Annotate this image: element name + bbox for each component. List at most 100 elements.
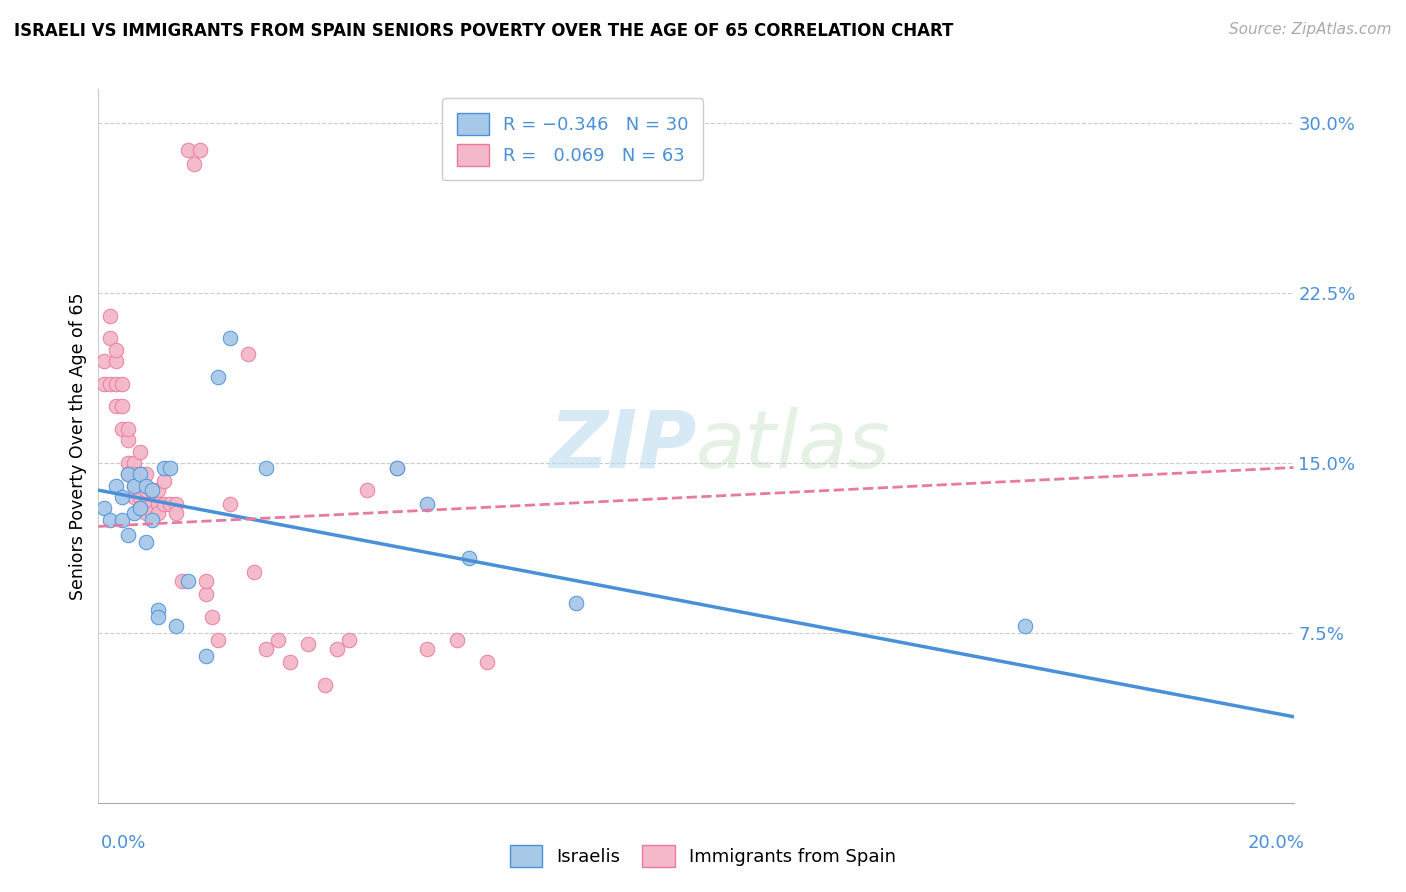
Point bbox=[117, 467, 139, 482]
Point bbox=[124, 478, 146, 492]
Point bbox=[183, 157, 205, 171]
Point bbox=[297, 637, 319, 651]
Point bbox=[148, 483, 170, 498]
Point bbox=[1014, 619, 1036, 633]
Point bbox=[111, 422, 134, 436]
Point bbox=[135, 478, 157, 492]
Point bbox=[111, 400, 134, 414]
Point bbox=[219, 497, 242, 511]
Point bbox=[141, 506, 163, 520]
Text: 20.0%: 20.0% bbox=[1249, 834, 1305, 852]
Point bbox=[165, 506, 187, 520]
Point bbox=[124, 467, 146, 482]
Point bbox=[326, 641, 349, 656]
Point bbox=[194, 587, 218, 601]
Point bbox=[129, 490, 152, 504]
Point bbox=[148, 603, 170, 617]
Point bbox=[124, 456, 146, 470]
Point bbox=[475, 656, 498, 670]
Point bbox=[194, 648, 218, 663]
Point bbox=[124, 490, 146, 504]
Point bbox=[117, 456, 139, 470]
Point bbox=[165, 497, 187, 511]
Point bbox=[105, 376, 128, 391]
Text: ZIP: ZIP bbox=[548, 407, 696, 485]
Point bbox=[207, 632, 229, 647]
Point bbox=[416, 641, 439, 656]
Point bbox=[153, 497, 176, 511]
Point bbox=[93, 376, 115, 391]
Point bbox=[105, 354, 128, 368]
Point bbox=[111, 490, 134, 504]
Point bbox=[105, 478, 128, 492]
Point bbox=[148, 610, 170, 624]
Point bbox=[129, 478, 152, 492]
Point bbox=[124, 506, 146, 520]
Point bbox=[135, 467, 157, 482]
Point bbox=[194, 574, 218, 588]
Point bbox=[93, 354, 115, 368]
Point bbox=[124, 478, 146, 492]
Point bbox=[135, 506, 157, 520]
Point bbox=[339, 632, 360, 647]
Point bbox=[177, 144, 200, 158]
Legend: R = −0.346   N = 30, R =   0.069   N = 63: R = −0.346 N = 30, R = 0.069 N = 63 bbox=[441, 98, 703, 180]
Point bbox=[129, 467, 152, 482]
Point bbox=[236, 347, 259, 361]
Point bbox=[141, 483, 163, 498]
Point bbox=[207, 370, 229, 384]
Point bbox=[129, 467, 152, 482]
Point bbox=[159, 497, 181, 511]
Point bbox=[129, 444, 152, 458]
Point bbox=[356, 483, 378, 498]
Point bbox=[135, 483, 157, 498]
Point bbox=[201, 610, 224, 624]
Point bbox=[98, 331, 122, 345]
Point bbox=[254, 641, 277, 656]
Point bbox=[117, 528, 139, 542]
Point bbox=[385, 460, 409, 475]
Text: Source: ZipAtlas.com: Source: ZipAtlas.com bbox=[1229, 22, 1392, 37]
Point bbox=[254, 460, 277, 475]
Text: ISRAELI VS IMMIGRANTS FROM SPAIN SENIORS POVERTY OVER THE AGE OF 65 CORRELATION : ISRAELI VS IMMIGRANTS FROM SPAIN SENIORS… bbox=[14, 22, 953, 40]
Point bbox=[165, 619, 187, 633]
Point bbox=[135, 497, 157, 511]
Point bbox=[98, 376, 122, 391]
Point bbox=[278, 656, 301, 670]
Y-axis label: Seniors Poverty Over the Age of 65: Seniors Poverty Over the Age of 65 bbox=[69, 293, 87, 599]
Point bbox=[446, 632, 468, 647]
Point bbox=[315, 678, 337, 692]
Point bbox=[148, 497, 170, 511]
Legend: Israelis, Immigrants from Spain: Israelis, Immigrants from Spain bbox=[502, 838, 904, 874]
Point bbox=[117, 434, 139, 448]
Point bbox=[148, 506, 170, 520]
Point bbox=[105, 400, 128, 414]
Point bbox=[385, 460, 409, 475]
Point bbox=[188, 144, 211, 158]
Point bbox=[117, 467, 139, 482]
Point bbox=[153, 474, 176, 488]
Point bbox=[219, 331, 242, 345]
Text: atlas: atlas bbox=[696, 407, 891, 485]
Point bbox=[243, 565, 266, 579]
Point bbox=[111, 376, 134, 391]
Point bbox=[416, 497, 439, 511]
Point bbox=[98, 513, 122, 527]
Point bbox=[129, 501, 152, 516]
Point bbox=[172, 574, 194, 588]
Point bbox=[105, 343, 128, 357]
Point bbox=[117, 422, 139, 436]
Point bbox=[159, 460, 181, 475]
Point bbox=[141, 513, 163, 527]
Point bbox=[267, 632, 290, 647]
Point bbox=[458, 551, 481, 566]
Text: 0.0%: 0.0% bbox=[101, 834, 146, 852]
Point bbox=[111, 513, 134, 527]
Point bbox=[129, 501, 152, 516]
Point bbox=[565, 597, 588, 611]
Point bbox=[141, 497, 163, 511]
Point bbox=[141, 483, 163, 498]
Point bbox=[177, 574, 200, 588]
Point bbox=[135, 535, 157, 549]
Point bbox=[98, 309, 122, 323]
